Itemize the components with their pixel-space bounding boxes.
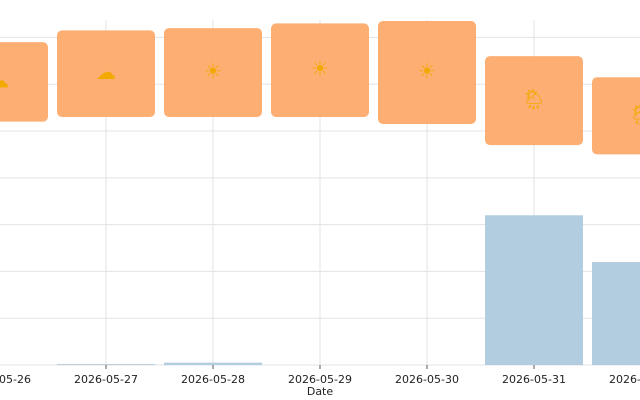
weather-icon: 🌦: [521, 87, 546, 111]
x-tick-label: 2026-05-29: [288, 373, 352, 386]
weather-icon: ☀: [204, 59, 222, 83]
weather-icon: ☀: [311, 57, 329, 81]
precipitation-bar: [592, 262, 640, 365]
temperature-range: [164, 28, 262, 117]
x-tick-label: 2026-06-01: [609, 373, 640, 386]
x-tick-label: 2026-05-30: [395, 373, 459, 386]
x-tick-label: 2026-05-28: [181, 373, 245, 386]
weather-icon: ☁: [96, 60, 116, 84]
x-tick-label: 2026-05-26: [0, 373, 31, 386]
weather-icon: 🌦: [628, 102, 640, 126]
precipitation-bar: [57, 364, 155, 365]
precipitation-bar: [485, 215, 583, 365]
weather-icon: ☀: [418, 59, 436, 83]
temperature-range: [485, 56, 583, 146]
temperature-range: [0, 42, 48, 122]
x-axis-label: Date: [307, 385, 334, 398]
weather-icon: ☁: [0, 68, 9, 92]
x-tick-label: 2026-05-27: [74, 373, 138, 386]
precipitation-bar: [164, 362, 262, 365]
temperature-range: [57, 30, 155, 117]
temperature-range: [378, 21, 476, 125]
x-tick-label: 2026-05-31: [502, 373, 566, 386]
temperature-range: [592, 77, 640, 155]
temperature-range: [271, 23, 369, 117]
